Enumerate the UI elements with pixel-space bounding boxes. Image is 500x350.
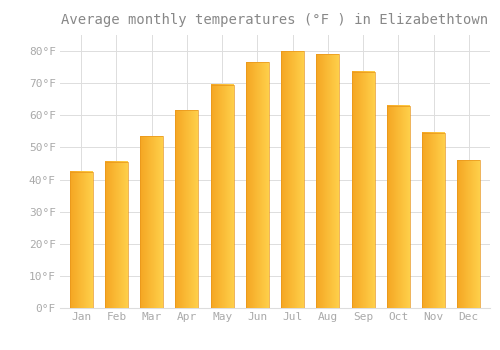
Bar — [316, 54, 340, 308]
Bar — [352, 72, 374, 308]
Bar — [281, 51, 304, 308]
Bar — [70, 172, 92, 308]
Bar — [387, 106, 410, 308]
Bar — [105, 162, 128, 308]
Bar — [140, 136, 163, 308]
Bar — [210, 85, 234, 308]
Title: Average monthly temperatures (°F ) in Elizabethtown: Average monthly temperatures (°F ) in El… — [62, 13, 488, 27]
Bar — [246, 62, 269, 308]
Bar — [458, 160, 480, 308]
Bar — [176, 111, 199, 308]
Bar — [422, 133, 445, 308]
